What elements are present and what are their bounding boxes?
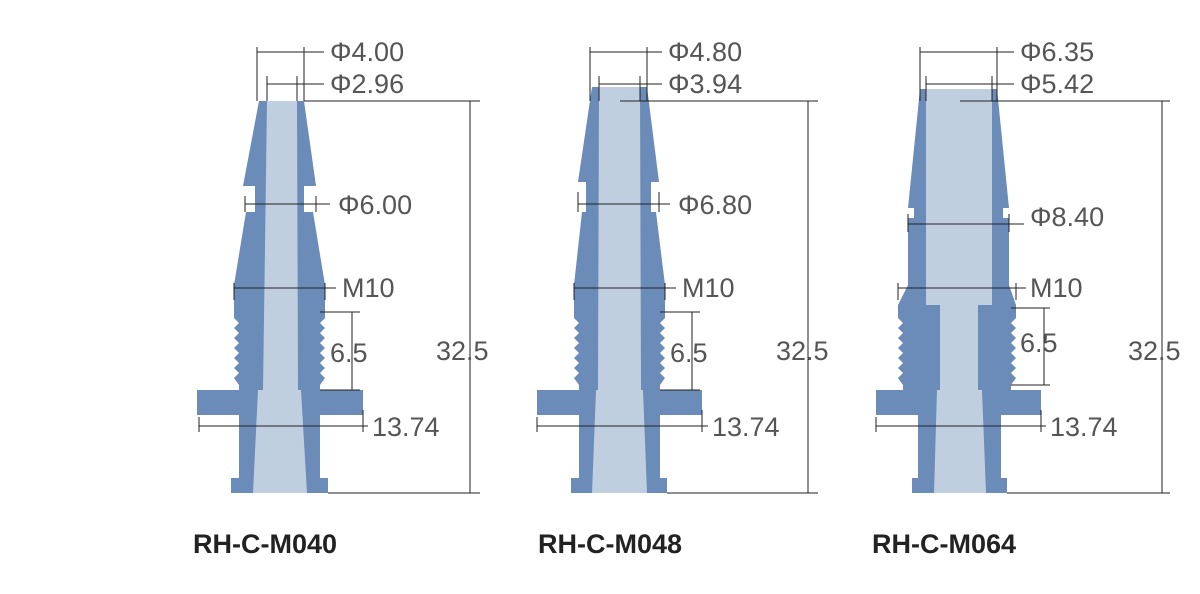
dim-flange-label: 13.74 (1050, 412, 1118, 442)
dim-outer-tip-label: Φ4.80 (668, 37, 742, 67)
dim-thread-length-label: 6.5 (670, 338, 708, 368)
dimension-lines (875, 47, 1170, 494)
dim-thread-label: M10 (342, 273, 395, 303)
dim-thread-label: M10 (682, 273, 735, 303)
fitting-rh-c-m048: Φ4.80 Φ3.94 Φ6.80 M10 6.5 13.74 32.5 RH-… (536, 37, 829, 559)
dim-height-label: 32.5 (436, 336, 489, 366)
dimension-lines (536, 47, 818, 494)
dim-height-label: 32.5 (1128, 336, 1181, 366)
dimension-lines (198, 47, 480, 494)
dim-outer-tip-label: Φ4.00 (330, 37, 404, 67)
fitting-bore (926, 89, 992, 493)
dim-flange-label: 13.74 (372, 412, 440, 442)
dim-inner-tip-label: Φ3.94 (668, 69, 742, 99)
dim-inner-tip-label: Φ2.96 (330, 69, 404, 99)
dim-thread-length-label: 6.5 (330, 338, 368, 368)
dim-height-label: 32.5 (776, 336, 829, 366)
dim-barb-label: Φ6.00 (338, 190, 412, 220)
fitting-rh-c-m064: Φ6.35 Φ5.42 Φ8.40 M10 6.5 13.74 32.5 RH-… (872, 37, 1181, 559)
dim-barb-label: Φ6.80 (678, 190, 752, 220)
dim-flange-label: 13.74 (712, 412, 780, 442)
model-name-label: RH-C-M040 (193, 529, 337, 559)
fitting-bore (253, 101, 307, 493)
dim-thread-length-label: 6.5 (1020, 328, 1058, 358)
dim-barb-label: Φ8.40 (1030, 202, 1104, 232)
dim-outer-tip-label: Φ6.35 (1020, 37, 1094, 67)
model-name-label: RH-C-M048 (538, 529, 682, 559)
fitting-rh-c-m040: Φ4.00 Φ2.96 Φ6.00 M10 6.5 13.74 32.5 RH-… (193, 37, 489, 559)
dim-inner-tip-label: Φ5.42 (1020, 69, 1094, 99)
fitting-bore (592, 87, 647, 493)
dim-thread-label: M10 (1030, 273, 1083, 303)
model-name-label: RH-C-M064 (872, 529, 1016, 559)
